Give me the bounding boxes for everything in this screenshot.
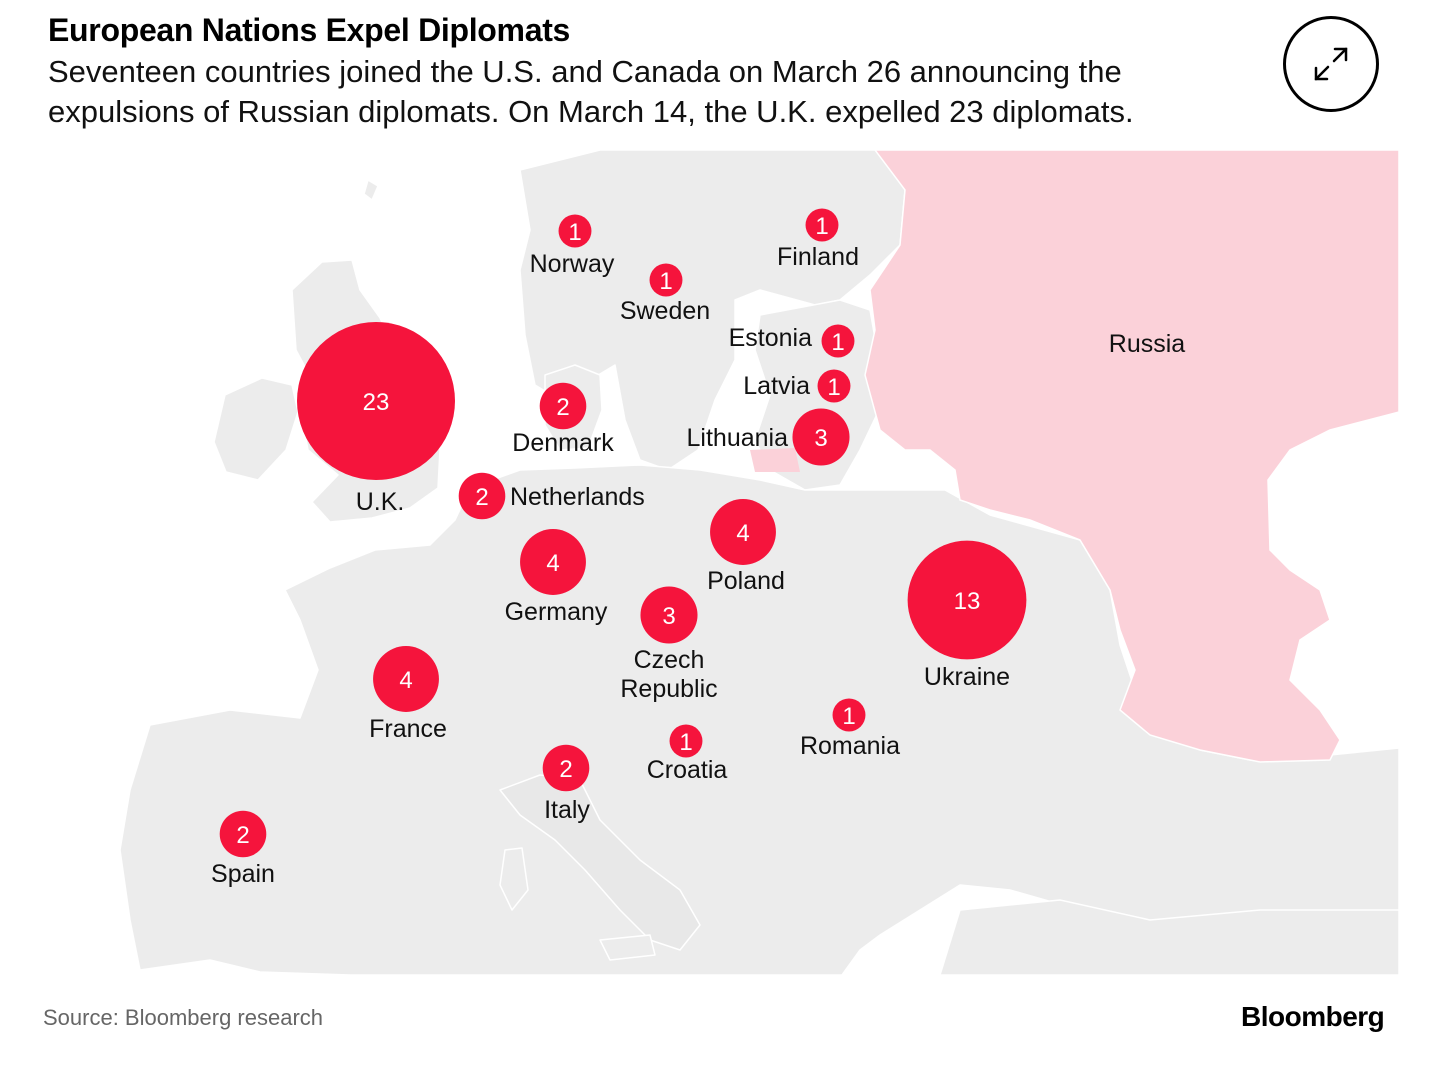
sweden-value: 1 (659, 268, 672, 295)
latvia-label: Latvia (743, 372, 810, 400)
sweden-label: Sweden (620, 297, 710, 325)
ukraine-value: 13 (954, 588, 981, 615)
france-bubble (373, 646, 439, 712)
land-continent (119, 464, 1400, 975)
denmark-bubble (539, 382, 587, 430)
lithuania-label: Lithuania (687, 424, 789, 452)
land-sicily (599, 934, 656, 961)
estonia-label: Estonia (729, 324, 812, 352)
lithuania-value: 3 (814, 425, 827, 452)
ukraine-bubble (907, 540, 1027, 660)
germany-value: 4 (546, 550, 559, 577)
poland-bubble (710, 499, 776, 565)
expand-button[interactable] (1283, 16, 1379, 112)
czech-republic-label: Czech Republic (620, 646, 717, 703)
europe-map: Russia 23U.K.13Ukraine4Poland4Germany4Fr… (119, 150, 1400, 975)
spain-label: Spain (211, 860, 275, 888)
croatia-label: Croatia (647, 756, 728, 784)
netherlands-value: 2 (475, 484, 488, 511)
italy-value: 2 (559, 756, 572, 783)
source-note: Source: Bloomberg research (43, 1005, 324, 1030)
croatia-value: 1 (679, 729, 692, 756)
chart-title: European Nations Expel Diplomats (48, 12, 571, 48)
estonia-bubble (821, 324, 855, 358)
diplomat-bubbles: 23U.K.13Ukraine4Poland4Germany4France3Li… (211, 208, 1027, 888)
kaliningrad-region (750, 448, 800, 472)
czech-republic-value: 3 (662, 603, 675, 630)
italy-label: Italy (544, 796, 590, 824)
sweden-bubble (649, 263, 683, 297)
poland-value: 4 (736, 520, 749, 547)
land-sardinia (499, 847, 529, 911)
romania-label: Romania (800, 732, 900, 760)
norway-bubble (558, 214, 592, 248)
denmark-label: Denmark (512, 429, 614, 457)
germany-bubble (520, 529, 586, 595)
romania-value: 1 (842, 703, 855, 730)
land-ireland (213, 377, 299, 481)
france-value: 4 (399, 667, 412, 694)
netherlands-label: Netherlands (510, 483, 645, 511)
netherlands-bubble (458, 472, 506, 520)
spain-bubble (219, 810, 267, 858)
norway-label: Norway (530, 250, 615, 278)
expand-arrows-icon (1314, 47, 1348, 81)
finland-bubble (805, 208, 839, 242)
bloomberg-logo: Bloomberg (1241, 1001, 1385, 1032)
finland-label: Finland (777, 243, 859, 271)
norway-value: 1 (568, 219, 581, 246)
russia-region (864, 150, 1400, 763)
latvia-bubble (817, 369, 851, 403)
estonia-value: 1 (831, 329, 844, 356)
russia-label: Russia (1109, 330, 1186, 358)
land-anatolia (939, 899, 1400, 975)
lithuania-bubble (792, 408, 850, 466)
u-k-label: U.K. (356, 488, 405, 516)
spain-value: 2 (236, 822, 249, 849)
u-k-value: 23 (363, 389, 390, 416)
poland-label: Poland (707, 567, 785, 595)
denmark-value: 2 (556, 394, 569, 421)
germany-label: Germany (505, 598, 608, 626)
france-label: France (369, 715, 447, 743)
land-italy (499, 774, 701, 951)
chart-subtitle: Seventeen countries joined the U.S. and … (48, 54, 1134, 129)
latvia-value: 1 (827, 374, 840, 401)
u-k-bubble (297, 322, 455, 480)
land-shetland (363, 179, 379, 201)
croatia-bubble (669, 724, 703, 758)
finland-value: 1 (815, 213, 828, 240)
romania-bubble (832, 698, 866, 732)
italy-bubble (542, 744, 590, 792)
czech-republic-bubble (640, 586, 698, 644)
ukraine-label: Ukraine (924, 663, 1010, 691)
